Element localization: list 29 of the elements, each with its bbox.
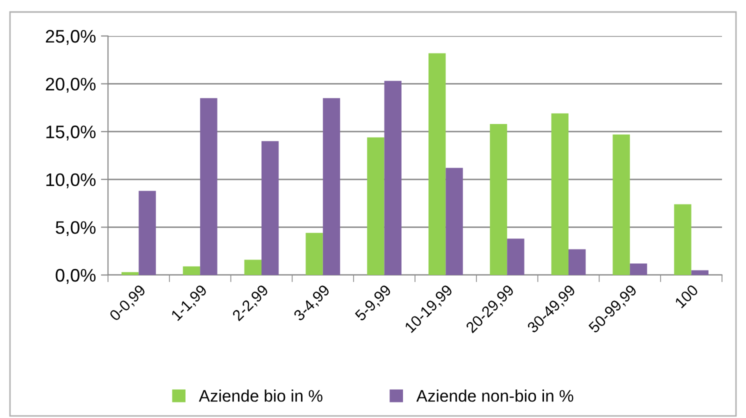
y-tick-label: 15,0% bbox=[46, 126, 96, 140]
x-tick-label: 100 bbox=[674, 284, 699, 308]
y-tick-label: 25,0% bbox=[46, 30, 96, 45]
y-tick-label: 0,0% bbox=[56, 268, 96, 284]
bar bbox=[507, 238, 524, 275]
legend-label: Aziende bio in % bbox=[198, 390, 322, 402]
bar bbox=[446, 168, 463, 275]
bar bbox=[122, 272, 139, 275]
bar bbox=[630, 264, 648, 275]
y-tick-label: 5,0% bbox=[56, 221, 96, 236]
bar bbox=[244, 260, 262, 275]
bar bbox=[182, 266, 200, 275]
bar bbox=[568, 249, 586, 275]
bar bbox=[306, 232, 323, 275]
y-tick-label: 10,0% bbox=[46, 173, 96, 188]
legend-label: Aziende non-bio in % bbox=[416, 390, 574, 402]
bar bbox=[428, 53, 446, 275]
bar bbox=[490, 124, 508, 275]
bar bbox=[322, 98, 340, 275]
y-tick-label: 20,0% bbox=[46, 78, 96, 93]
bar bbox=[138, 190, 156, 275]
bar bbox=[200, 98, 218, 275]
bar bbox=[612, 134, 630, 275]
bar bbox=[367, 137, 384, 275]
bar bbox=[691, 270, 708, 275]
bar bbox=[384, 80, 402, 275]
bar bbox=[551, 113, 568, 275]
bar bbox=[262, 141, 279, 275]
bar bbox=[674, 204, 692, 275]
